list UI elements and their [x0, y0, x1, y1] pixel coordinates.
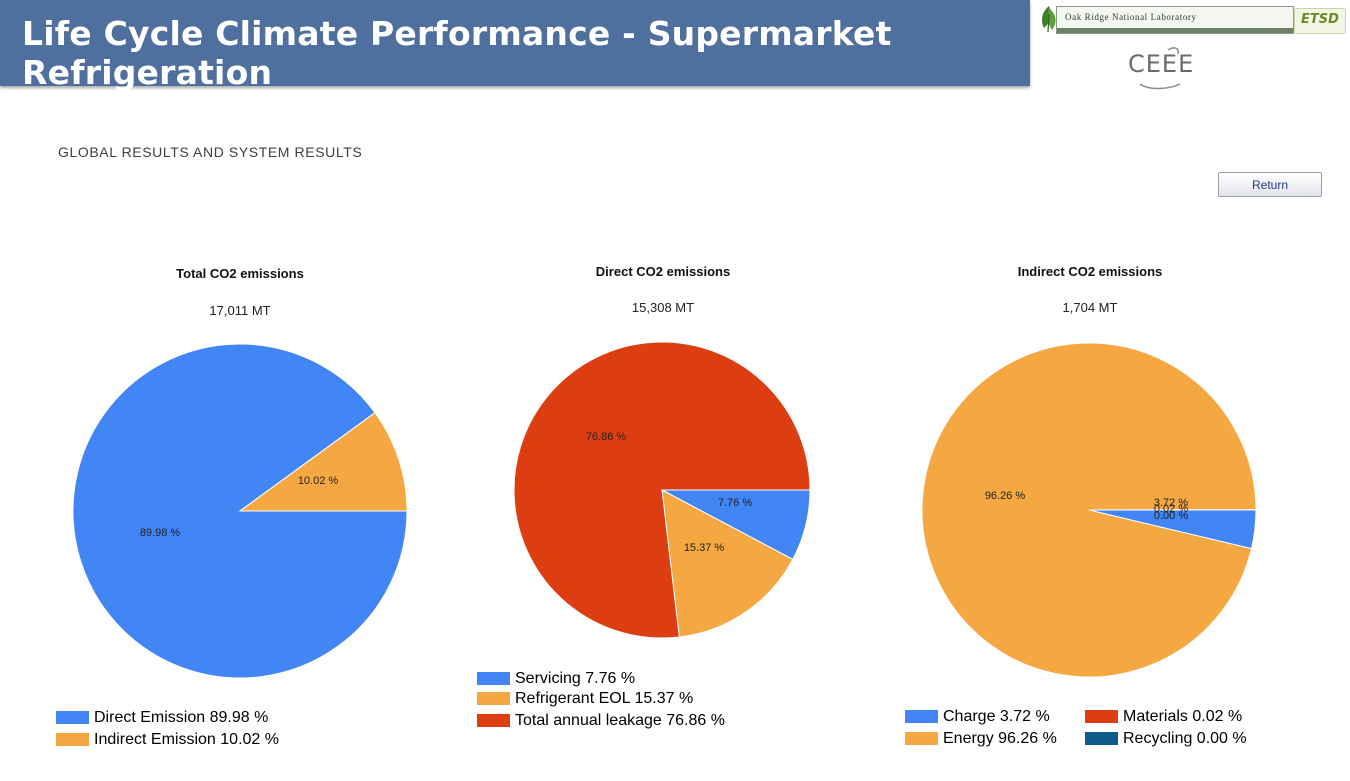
pie-slice-indirect-emission[interactable]	[238, 411, 408, 512]
leaf-icon	[1041, 6, 1056, 33]
legend-label: Materials 0.02 %	[1123, 708, 1243, 725]
slice-label: 96.26 %	[985, 490, 1026, 502]
legend-swatch	[905, 732, 938, 745]
chart-indirect-value: 1,704 MT	[1062, 300, 1118, 315]
slice-label: 76.86 %	[586, 431, 627, 443]
legend-label: Servicing 7.76 %	[515, 670, 636, 687]
pie-slice-refrigerant-eol[interactable]	[661, 489, 794, 638]
ornl-logo: Oak Ridge National Laboratory	[1036, 4, 1294, 34]
legend-label: Indirect Emission 10.02 %	[94, 731, 279, 748]
legend-swatch	[905, 710, 938, 723]
title-bar: Life Cycle Climate Performance - Superma…	[0, 0, 1030, 92]
legend-swatch	[477, 672, 510, 685]
legend-label: Charge 3.72 %	[943, 708, 1050, 725]
legend-swatch	[477, 692, 510, 705]
slice-label: 0.00 %	[1154, 510, 1188, 522]
chart-title-direct: Direct CO2 emissions	[595, 264, 731, 279]
section-heading: GLOBAL RESULTS AND SYSTEM RESULTS	[58, 144, 363, 160]
return-button[interactable]: Return	[1218, 172, 1322, 197]
slice-label: 0.02 %	[1154, 503, 1188, 515]
ceee-logo: CEEE	[1128, 50, 1195, 78]
ornl-logo-text: Oak Ridge National Laboratory	[1065, 12, 1197, 22]
slice-label: 10.02 %	[298, 475, 339, 487]
legend-label: Total annual leakage 76.86 %	[515, 712, 725, 729]
legend-label: Energy 96.26 %	[943, 730, 1057, 747]
legend-label: Recycling 0.00 %	[1123, 730, 1247, 747]
slice-label: 89.98 %	[140, 527, 181, 539]
chart-total-value: 17,011 MT	[209, 303, 271, 318]
chart-title-indirect: Indirect CO2 emissions	[1017, 264, 1163, 279]
legend-label: Refrigerant EOL 15.37 %	[515, 690, 694, 707]
slice-label: 3.72 %	[1154, 497, 1188, 509]
legend-swatch	[1085, 732, 1118, 745]
legend-swatch	[56, 733, 89, 746]
page-title: Life Cycle Climate Performance - Superma…	[22, 14, 892, 92]
pie-slice-total-annual-leakage[interactable]	[513, 341, 811, 639]
etsd-logo: ETSD	[1294, 8, 1346, 34]
slice-label: 7.76 %	[718, 497, 752, 509]
legend-swatch	[56, 711, 89, 724]
slice-label: 15.37 %	[684, 542, 725, 554]
legend-swatch	[1085, 710, 1118, 723]
legend-swatch	[477, 714, 510, 727]
legend-label: Direct Emission 89.98 %	[94, 709, 269, 726]
logo-area: Oak Ridge National Laboratory ETSD CEEE	[1030, 0, 1350, 100]
chart-direct-value: 15,308 MT	[631, 300, 695, 315]
chart-title-total: Total CO2 emissions	[176, 266, 304, 281]
etsd-logo-text: ETSD	[1301, 12, 1339, 27]
ceee-swirl-icon	[1139, 47, 1181, 90]
